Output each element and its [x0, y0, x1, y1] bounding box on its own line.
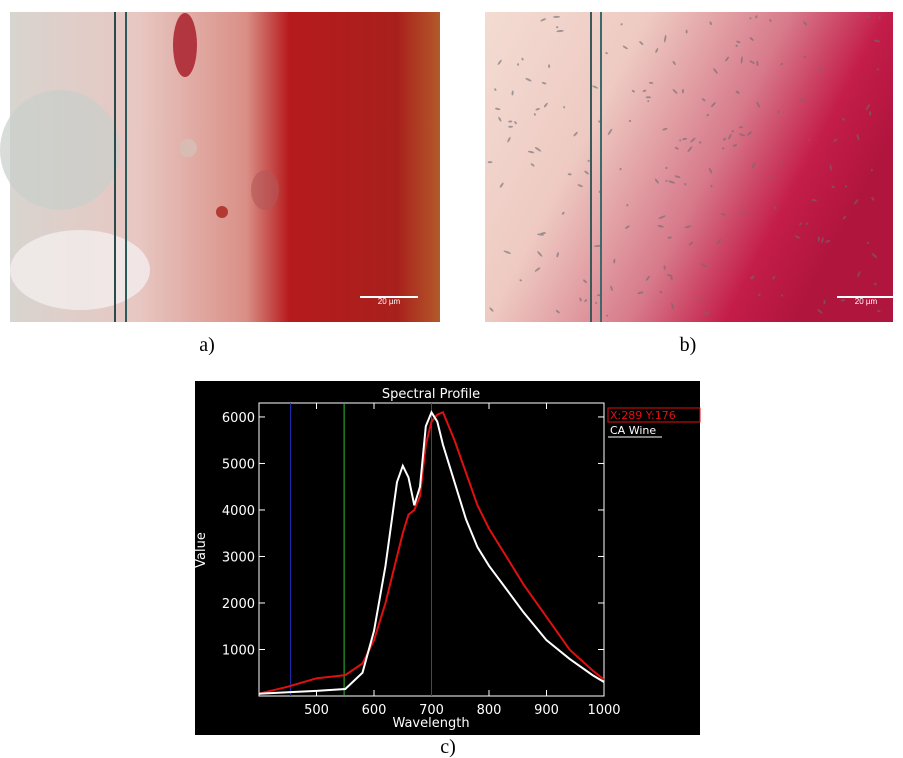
legend-label: X:289 Y:176 — [610, 409, 676, 422]
x-tick-label: 700 — [419, 703, 444, 718]
legend-label: CA Wine — [610, 424, 656, 437]
chart-title: Spectral Profile — [382, 387, 480, 402]
x-tick-label: 1000 — [587, 703, 620, 718]
plot: 1000 2000 3000 4000 5000 6000 500 600 700 800 900 1… — [222, 403, 621, 718]
y-tick-label: 5000 — [222, 457, 255, 472]
series-line — [258, 410, 605, 695]
scale-bar-label: 20 µm — [378, 297, 401, 306]
panel-label: a) — [199, 334, 215, 356]
scale-bar-label: 20 µm — [855, 297, 878, 306]
y-tick-label: 1000 — [222, 643, 255, 658]
x-tick-label: 600 — [362, 703, 387, 718]
panel-label: b) — [680, 334, 697, 356]
x-axis-label: Wavelength — [392, 716, 469, 731]
panel-label: c) — [440, 736, 456, 758]
y-axis-label: Value — [194, 532, 209, 568]
x-tick-label: 900 — [534, 703, 559, 718]
chart-background — [195, 381, 700, 735]
micrograph-b: 20 µm — [485, 12, 895, 322]
x-tick-label: 800 — [477, 703, 502, 718]
y-tick-label: 2000 — [222, 597, 255, 612]
legend-box — [607, 407, 701, 423]
micrograph-a: 20 µm — [0, 12, 440, 322]
y-tick-label: 6000 — [222, 411, 255, 426]
x-tick-label: 500 — [304, 703, 329, 718]
y-tick-label: 4000 — [222, 504, 255, 519]
y-tick-label: 3000 — [222, 550, 255, 565]
series-line — [258, 411, 605, 695]
